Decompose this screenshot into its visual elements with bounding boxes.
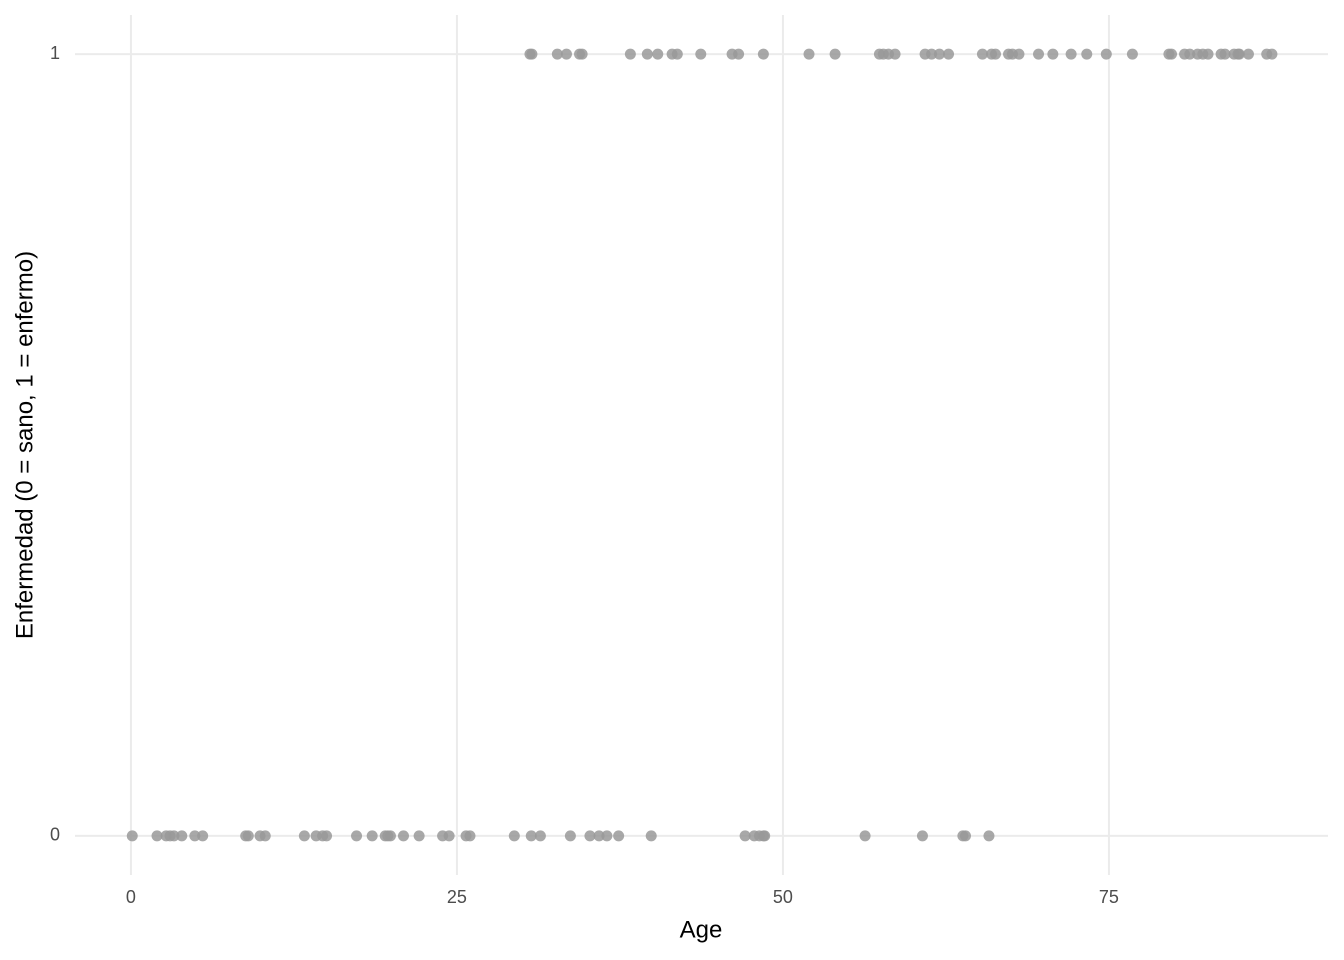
point bbox=[259, 830, 271, 842]
point bbox=[989, 48, 1001, 60]
point bbox=[943, 48, 955, 60]
point bbox=[321, 830, 333, 842]
point bbox=[189, 830, 201, 842]
point bbox=[351, 830, 363, 842]
y-tick-label: 1 bbox=[50, 43, 60, 63]
point bbox=[443, 830, 455, 842]
point bbox=[1242, 48, 1254, 60]
point bbox=[397, 830, 409, 842]
point bbox=[551, 48, 563, 60]
point bbox=[525, 830, 537, 842]
point bbox=[584, 830, 596, 842]
point bbox=[889, 48, 901, 60]
point bbox=[916, 830, 928, 842]
point bbox=[126, 830, 138, 842]
point bbox=[576, 48, 588, 60]
point bbox=[1065, 48, 1077, 60]
point bbox=[652, 48, 664, 60]
point bbox=[976, 48, 988, 60]
point bbox=[959, 830, 971, 842]
point bbox=[803, 48, 815, 60]
point bbox=[926, 48, 938, 60]
point bbox=[1233, 48, 1245, 60]
point bbox=[1047, 48, 1059, 60]
point bbox=[733, 48, 745, 60]
point bbox=[641, 48, 653, 60]
point bbox=[176, 830, 188, 842]
point bbox=[1184, 48, 1196, 60]
point bbox=[671, 48, 683, 60]
x-tick-label: 75 bbox=[1099, 887, 1119, 907]
point bbox=[695, 48, 707, 60]
point bbox=[1081, 48, 1093, 60]
point bbox=[1166, 48, 1178, 60]
point bbox=[298, 830, 310, 842]
point bbox=[983, 830, 995, 842]
point bbox=[933, 48, 945, 60]
point bbox=[168, 830, 180, 842]
point bbox=[1100, 48, 1112, 60]
point bbox=[613, 830, 625, 842]
x-tick-label: 25 bbox=[447, 887, 467, 907]
point bbox=[859, 830, 871, 842]
point bbox=[759, 830, 771, 842]
point bbox=[624, 48, 636, 60]
point bbox=[464, 830, 476, 842]
point bbox=[560, 48, 572, 60]
point bbox=[829, 48, 841, 60]
point bbox=[242, 830, 254, 842]
point bbox=[534, 830, 546, 842]
point bbox=[1219, 48, 1231, 60]
y-axis-title: Enfermedad (0 = sano, 1 = enfermo) bbox=[11, 251, 38, 639]
point bbox=[645, 830, 657, 842]
point bbox=[151, 830, 163, 842]
point bbox=[1126, 48, 1138, 60]
point bbox=[197, 830, 209, 842]
point bbox=[1266, 48, 1278, 60]
point bbox=[366, 830, 378, 842]
point bbox=[508, 830, 520, 842]
point bbox=[384, 830, 396, 842]
point bbox=[564, 830, 576, 842]
x-tick-label: 50 bbox=[773, 887, 793, 907]
point bbox=[757, 48, 769, 60]
y-tick-label: 0 bbox=[50, 825, 60, 845]
point bbox=[1033, 48, 1045, 60]
x-tick-label: 0 bbox=[126, 887, 136, 907]
x-axis-title: Age bbox=[680, 916, 723, 943]
point bbox=[526, 48, 538, 60]
point bbox=[739, 830, 751, 842]
point bbox=[601, 830, 613, 842]
point bbox=[1202, 48, 1214, 60]
point bbox=[593, 830, 605, 842]
point bbox=[1013, 48, 1025, 60]
point bbox=[413, 830, 425, 842]
